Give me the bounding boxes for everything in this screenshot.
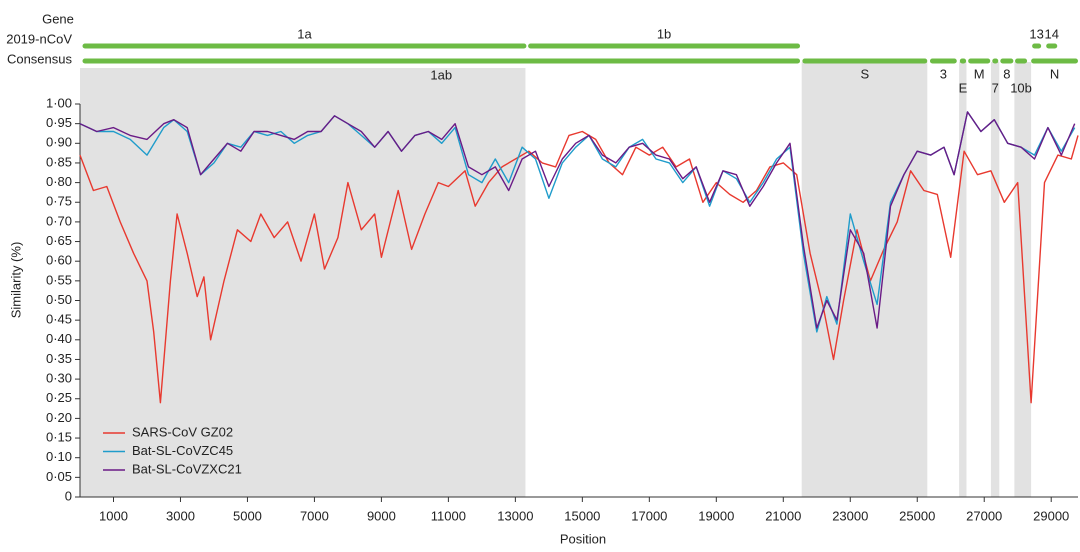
x-tick-label: 27000 [966, 508, 1002, 523]
shaded-region [1014, 62, 1032, 497]
row-label: 2019-nCoV [6, 31, 72, 46]
gene-bar [82, 43, 527, 49]
legend-label: Bat-SL-CoVZC45 [132, 443, 233, 458]
x-tick-label: 29000 [1033, 508, 1069, 523]
gene-bar [959, 58, 967, 64]
shaded-region [801, 62, 928, 497]
x-tick-label: 15000 [564, 508, 600, 523]
gene-label: 1a [297, 26, 312, 41]
y-tick-label: 0·35 [46, 351, 72, 366]
y-tick-label: 0·95 [46, 115, 72, 130]
gene-label: 13 [1029, 26, 1043, 41]
gene-bar [82, 58, 801, 64]
legend-label: SARS-CoV GZ02 [132, 424, 233, 439]
gene-bar [802, 58, 928, 64]
x-tick-label: 17000 [631, 508, 667, 523]
series-line [79, 130, 1079, 404]
shaded-region [80, 68, 526, 497]
gene-label: S [861, 66, 870, 81]
x-tick-label: 9000 [367, 508, 396, 523]
y-tick-label: 0·90 [46, 135, 72, 150]
y-tick-label: 0·55 [46, 272, 72, 287]
gene-bar [1032, 43, 1042, 49]
x-tick-label: 7000 [300, 508, 329, 523]
gene-label: E [959, 80, 968, 95]
y-tick-label: 0·20 [46, 410, 72, 425]
x-tick-label: 25000 [899, 508, 935, 523]
y-tick-label: 0·60 [46, 253, 72, 268]
gene-label: 10b [1010, 80, 1032, 95]
x-tick-label: 23000 [832, 508, 868, 523]
y-tick-label: 0·45 [46, 312, 72, 327]
y-tick-label: 0·75 [46, 194, 72, 209]
y-tick-label: 1·00 [46, 95, 72, 110]
gene-bar [1046, 43, 1058, 49]
x-tick-label: 21000 [765, 508, 801, 523]
x-axis-label: Position [560, 531, 606, 546]
y-axis-label: Similarity (%) [8, 242, 23, 319]
y-tick-label: 0·15 [46, 429, 72, 444]
y-tick-label: 0·30 [46, 371, 72, 386]
y-tick-label: 0·10 [46, 449, 72, 464]
gene-bar [528, 43, 801, 49]
gene-bar [1031, 58, 1078, 64]
x-tick-label: 13000 [497, 508, 533, 523]
y-tick-label: 0 [65, 488, 72, 503]
shaded-layer [80, 62, 1032, 497]
gene-bar [1015, 58, 1028, 64]
x-tick-label: 11000 [431, 508, 466, 523]
y-tick-label: 0·85 [46, 154, 72, 169]
gene-bar [929, 58, 957, 64]
row-label: Consensus [7, 51, 73, 66]
gene-label: 7 [992, 80, 999, 95]
gene-label: N [1050, 66, 1059, 81]
series-line [79, 111, 1076, 329]
gene-label: 1b [657, 26, 671, 41]
x-tick-label: 19000 [698, 508, 734, 523]
gene-bar [1000, 58, 1014, 64]
row-label: Gene [42, 11, 74, 26]
shaded-region [990, 62, 1000, 497]
gene-label: 3 [940, 66, 947, 81]
y-tick-label: 0·65 [46, 233, 72, 248]
x-tick-label: 1000 [99, 508, 128, 523]
x-tick-label: 3000 [166, 508, 195, 523]
x-tick-label: 5000 [233, 508, 262, 523]
gene-label: 1ab [430, 67, 452, 82]
legend-label: Bat-SL-CoVZXC21 [132, 461, 242, 476]
y-tick-label: 0·25 [46, 390, 72, 405]
y-tick-label: 0·05 [46, 469, 72, 484]
y-tick-label: 0·40 [46, 331, 72, 346]
gene-bar [968, 58, 991, 64]
gene-bar [992, 58, 999, 64]
gene-label: M [974, 66, 985, 81]
gene-label: 14 [1044, 26, 1058, 41]
shaded-region [959, 62, 967, 497]
y-tick-label: 0·70 [46, 213, 72, 228]
y-tick-label: 0·50 [46, 292, 72, 307]
gene-label: 8 [1003, 66, 1010, 81]
y-tick-label: 0·80 [46, 174, 72, 189]
